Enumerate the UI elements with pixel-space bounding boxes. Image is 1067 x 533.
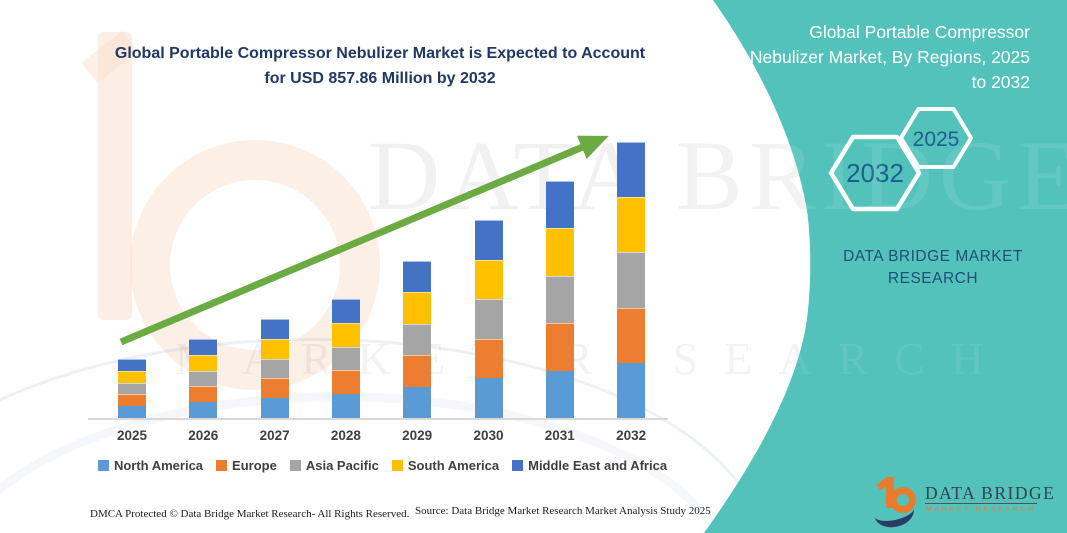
bar-segment-north-america: [617, 362, 646, 418]
logo-b-bowl: [890, 487, 916, 513]
chart-legend: North America Europe Asia Pacific South Ame…: [90, 458, 675, 473]
legend-label: Asia Pacific: [305, 458, 379, 473]
bar-segment-north-america: [189, 402, 218, 418]
logo-subtitle: MARKET RESEARCH: [926, 506, 1036, 513]
bar-segment-asia-pacific: [331, 346, 360, 371]
bar-segment-europe: [545, 323, 574, 371]
bar-segment-middle-east-and-africa: [545, 181, 574, 229]
stacked-bar-2032: [617, 141, 646, 418]
stacked-bar-2029: [403, 261, 432, 418]
bar-segment-asia-pacific: [474, 299, 503, 339]
bar-segment-asia-pacific: [545, 275, 574, 324]
bar-segment-north-america: [260, 398, 289, 418]
stacked-bar-2026: [189, 339, 218, 418]
x-axis-label-2030: 2030: [473, 428, 504, 443]
legend-label: North America: [113, 458, 204, 473]
bar-segment-south-america: [331, 322, 360, 347]
footer-source-note: Source: Data Bridge Market Research Mark…: [415, 505, 711, 517]
chart-title: Global Portable Compressor Nebulizer Mar…: [114, 45, 646, 87]
bar-segment-middle-east-and-africa: [189, 339, 218, 355]
bar-segment-europe: [617, 307, 646, 363]
bar-segment-asia-pacific: [260, 358, 289, 379]
hexagon-year-label-2032: 2032: [846, 158, 904, 188]
stacked-bar-2028: [331, 299, 360, 418]
legend-label: Middle East and Africa: [528, 458, 668, 473]
side-panel-heading: Global Portable Compressor Nebulizer Mark…: [700, 20, 1030, 95]
bar-segment-south-america: [545, 228, 574, 276]
bar-segment-europe: [260, 378, 289, 399]
footer-dmca-notice: DMCA Protected © Data Bridge Market Rese…: [90, 508, 410, 520]
legend-item-middle-east-and-africa: Middle East and Africa: [512, 458, 667, 473]
x-axis-label-2032: 2032: [616, 428, 647, 443]
bar-segment-south-america: [189, 354, 218, 371]
bar-segment-middle-east-and-africa: [260, 319, 289, 339]
bar-segment-asia-pacific: [118, 382, 146, 395]
bar-segment-europe: [474, 338, 503, 379]
bar-segment-south-america: [260, 338, 289, 359]
logo-divider: [925, 503, 1037, 504]
bar-segment-middle-east-and-africa: [474, 220, 503, 260]
hexagon-year-label-2025: 2025: [913, 128, 960, 151]
bar-segment-north-america: [118, 406, 146, 418]
logo-b-stem: [886, 477, 894, 508]
x-axis-label-2025: 2025: [116, 428, 148, 443]
bar-segment-europe: [189, 386, 218, 403]
side-panel-heading-line: to 2032: [971, 71, 1030, 92]
legend-item-europe: Europe: [216, 458, 277, 473]
bar-segment-north-america: [331, 394, 360, 418]
logo-b-icon: [871, 474, 918, 531]
bar-segment-europe: [118, 394, 146, 407]
stacked-bar-2027: [260, 319, 289, 418]
side-panel-shape: [704, 0, 1067, 533]
bar-segment-europe: [403, 355, 432, 387]
stacked-bar-2030: [474, 220, 503, 418]
bar-segment-south-america: [474, 259, 503, 300]
legend-label: South America: [407, 458, 500, 473]
x-axis-label-2029: 2029: [402, 428, 433, 443]
bar-segment-south-america: [118, 370, 146, 383]
bar-segment-north-america: [545, 370, 574, 418]
stacked-bar-2025: [118, 359, 146, 418]
legend-swatch: [391, 460, 403, 471]
x-axis-label-2026: 2026: [188, 428, 219, 443]
x-axis-label-2027: 2027: [259, 428, 290, 443]
brand-text: DATA BRIDGE MARKET RESEARCH: [843, 248, 1023, 288]
hexagon-badge-2032: [828, 134, 922, 212]
bar-segment-europe: [331, 370, 360, 395]
side-panel-heading-line: Nebulizer Market, By Regions, 2025: [749, 46, 1030, 67]
dbmr-logo: DATA BRIDGE MARKET RESEARCH: [871, 474, 1054, 531]
bar-segment-north-america: [403, 386, 432, 418]
bar-segment-asia-pacific: [403, 323, 432, 356]
side-panel-heading-line: Global Portable Compressor: [809, 22, 1030, 42]
bar-segment-north-america: [474, 378, 503, 418]
bar-segment-middle-east-and-africa: [118, 359, 146, 371]
legend-item-south-america: South America: [391, 458, 500, 473]
legend-item-asia-pacific: Asia Pacific: [289, 458, 379, 473]
x-axis-label-2028: 2028: [330, 428, 361, 443]
legend-label: Europe: [232, 458, 277, 473]
chart-plot-area: [90, 128, 675, 418]
hexagon-badge-2025: [899, 107, 973, 169]
bar-segment-middle-east-and-africa: [403, 261, 432, 293]
legend-item-north-america: North America: [97, 458, 204, 473]
logo-wordmark: DATA BRIDGE: [925, 483, 1056, 503]
x-axis-labels: 2025 2026 2027 2028 2029 2030 2031 2032: [90, 428, 675, 446]
bar-segment-asia-pacific: [617, 252, 646, 308]
legend-swatch: [512, 460, 524, 471]
legend-swatch: [289, 460, 301, 471]
bar-segment-middle-east-and-africa: [617, 141, 646, 198]
bar-segment-middle-east-and-africa: [331, 299, 360, 323]
x-axis-label-2031: 2031: [544, 428, 575, 443]
bar-segment-asia-pacific: [189, 370, 218, 387]
x-axis-line: [88, 418, 668, 420]
bar-segment-south-america: [617, 197, 646, 253]
bar-segment-south-america: [403, 292, 432, 324]
stacked-bar-2031: [545, 181, 574, 418]
legend-swatch: [216, 460, 228, 471]
legend-swatch: [97, 460, 109, 471]
